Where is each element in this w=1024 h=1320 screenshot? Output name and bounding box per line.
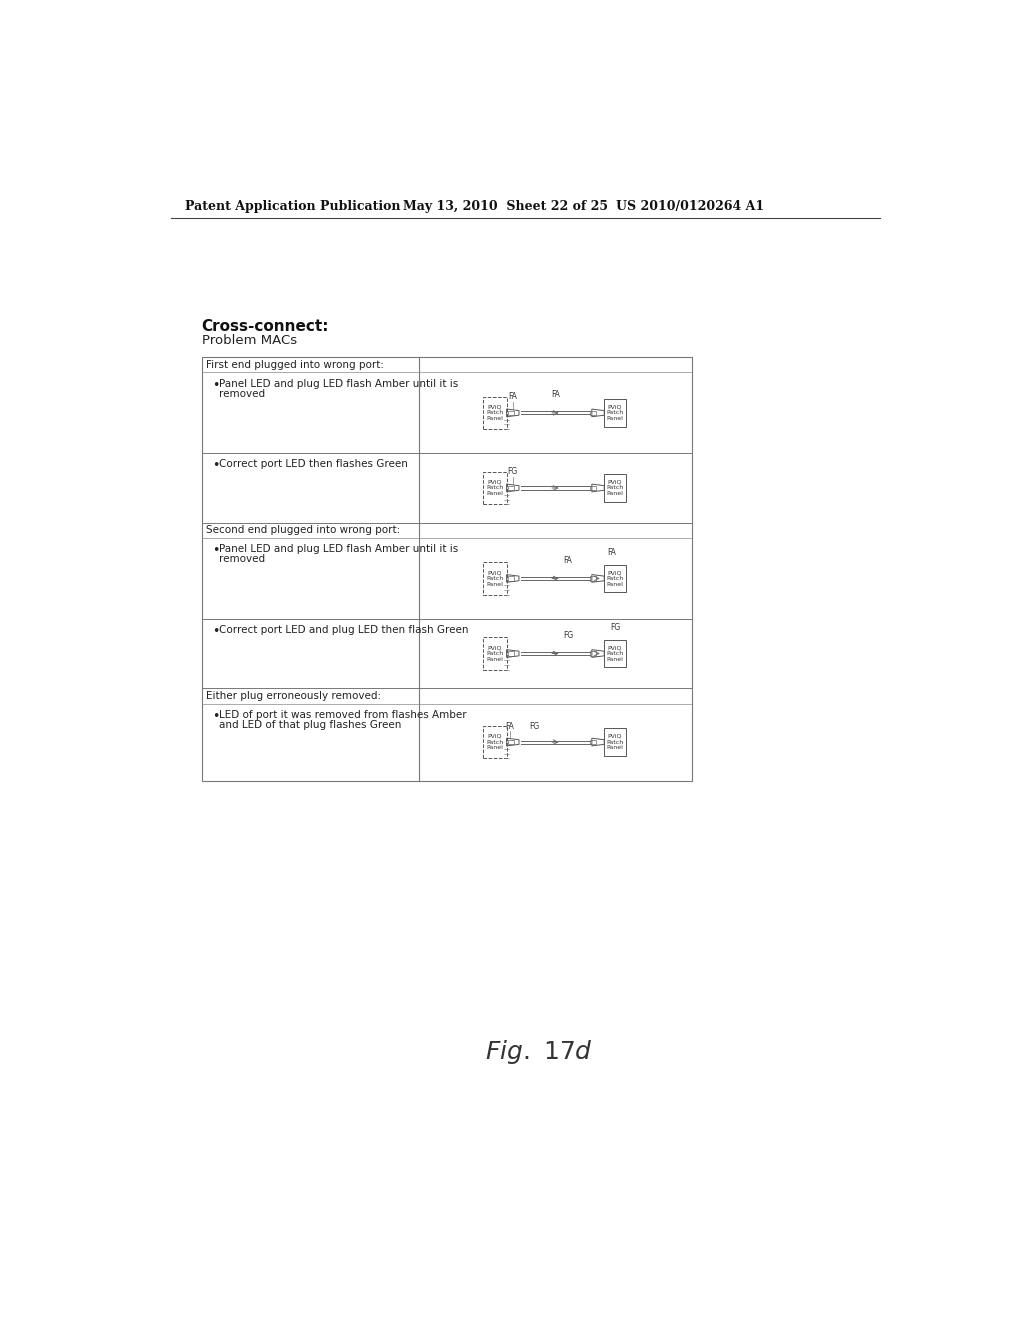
Text: Patent Application Publication: Patent Application Publication [184, 199, 400, 213]
Text: FG: FG [508, 467, 518, 477]
Text: May 13, 2010  Sheet 22 of 25: May 13, 2010 Sheet 22 of 25 [403, 199, 608, 213]
Bar [604, 640, 626, 668]
Bar [508, 486, 514, 490]
Bar [590, 411, 597, 416]
Bar [604, 565, 626, 593]
Text: •: • [212, 379, 220, 392]
Text: •: • [212, 710, 220, 723]
Bar [483, 471, 507, 504]
Bar [202, 358, 692, 780]
Bar [604, 729, 626, 756]
Text: removed: removed [219, 554, 265, 564]
Text: Correct port LED and plug LED then flash Green: Correct port LED and plug LED then flash… [219, 626, 468, 635]
Text: FA: FA [552, 389, 560, 399]
Text: PViQ
Patch
Panel: PViQ Patch Panel [606, 645, 624, 661]
Text: PViQ
Patch
Panel: PViQ Patch Panel [486, 734, 504, 750]
Bar [508, 739, 514, 744]
Text: FG: FG [529, 722, 540, 730]
Text: removed: removed [219, 388, 265, 399]
Text: Cross-connect:: Cross-connect: [202, 318, 329, 334]
Bar [508, 576, 514, 581]
Text: •: • [212, 544, 220, 557]
Text: and LED of that plug flashes Green: and LED of that plug flashes Green [219, 719, 401, 730]
Text: FG: FG [563, 631, 573, 640]
Bar [483, 562, 507, 594]
Bar [483, 726, 507, 758]
Bar [604, 399, 626, 426]
Text: PViQ
Patch
Panel: PViQ Patch Panel [486, 645, 504, 661]
Bar [590, 739, 597, 744]
Bar [590, 576, 597, 581]
Text: PViQ
Patch
Panel: PViQ Patch Panel [606, 405, 624, 421]
Text: Either plug erroneously removed:: Either plug erroneously removed: [206, 690, 381, 701]
Text: PViQ
Patch
Panel: PViQ Patch Panel [606, 734, 624, 750]
Text: FA: FA [607, 548, 615, 557]
Text: LED of port it was removed from flashes Amber: LED of port it was removed from flashes … [219, 710, 466, 719]
Text: •: • [212, 459, 220, 473]
Text: •: • [212, 626, 220, 638]
Bar [483, 397, 507, 429]
Text: Panel LED and plug LED flash Amber until it is: Panel LED and plug LED flash Amber until… [219, 544, 458, 554]
Text: PViQ
Patch
Panel: PViQ Patch Panel [486, 479, 504, 496]
Text: Second end plugged into wrong port:: Second end plugged into wrong port: [206, 525, 399, 536]
Bar [508, 411, 514, 416]
Text: Problem MACs: Problem MACs [202, 334, 297, 347]
Text: FA: FA [508, 392, 517, 401]
Text: FA: FA [563, 556, 572, 565]
Text: FA: FA [505, 722, 514, 730]
Text: PViQ
Patch
Panel: PViQ Patch Panel [606, 570, 624, 586]
Text: US 2010/0120264 A1: US 2010/0120264 A1 [616, 199, 764, 213]
Text: Panel LED and plug LED flash Amber until it is: Panel LED and plug LED flash Amber until… [219, 379, 458, 388]
Text: PViQ
Patch
Panel: PViQ Patch Panel [486, 570, 504, 586]
Bar [508, 651, 514, 656]
Bar [590, 651, 597, 656]
Text: First end plugged into wrong port:: First end plugged into wrong port: [206, 360, 384, 370]
Text: FG: FG [610, 623, 621, 632]
Bar [604, 474, 626, 502]
Text: Correct port LED then flashes Green: Correct port LED then flashes Green [219, 459, 408, 470]
Text: PViQ
Patch
Panel: PViQ Patch Panel [606, 479, 624, 496]
Text: $\mathit{Fig.\ 17d}$: $\mathit{Fig.\ 17d}$ [484, 1038, 593, 1065]
Text: PViQ
Patch
Panel: PViQ Patch Panel [486, 405, 504, 421]
Bar [590, 486, 597, 490]
Bar [483, 638, 507, 669]
